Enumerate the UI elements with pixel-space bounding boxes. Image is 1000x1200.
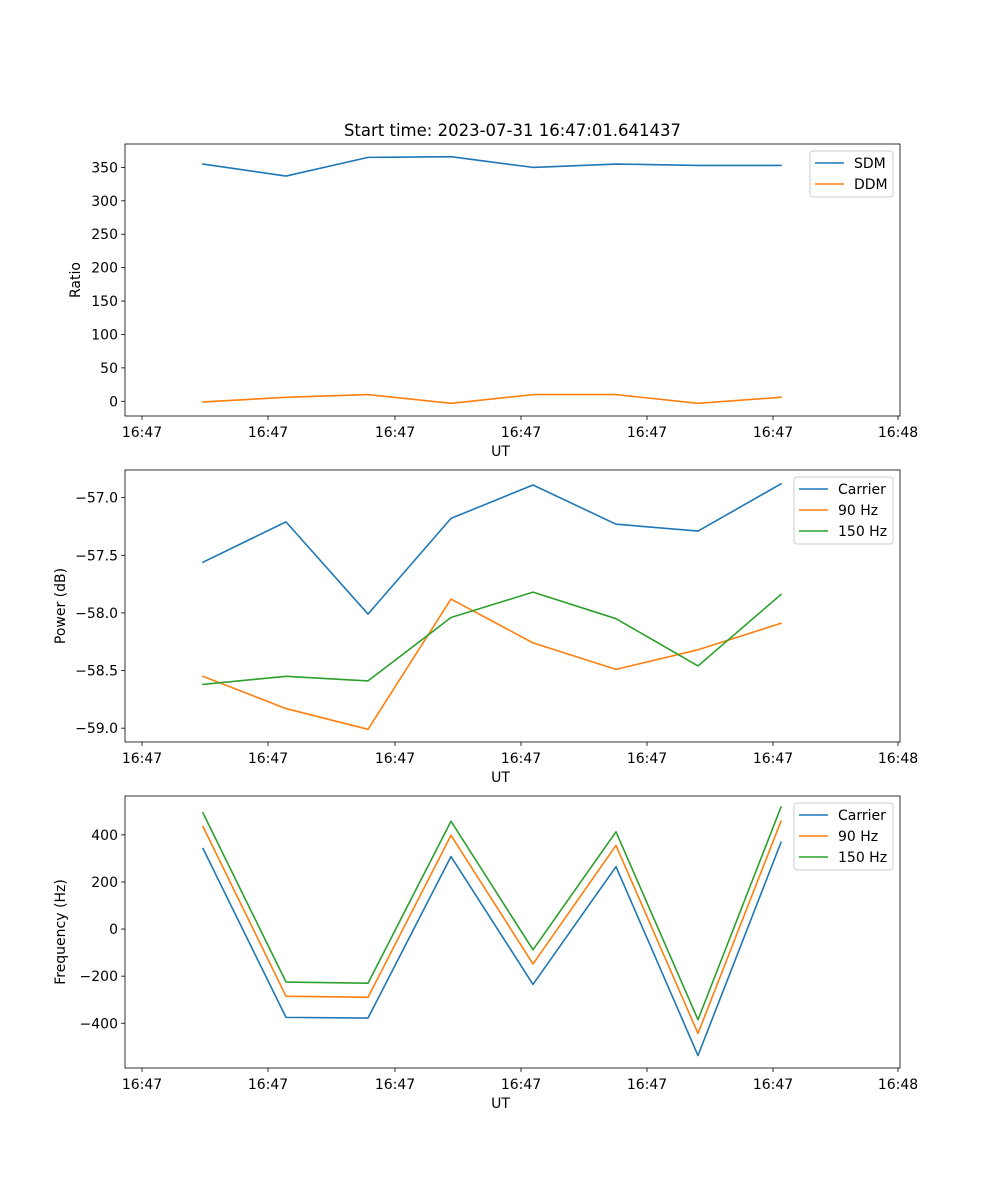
x-tick-label: 16:47 [753,1077,793,1093]
x-tick-label: 16:48 [878,425,918,441]
series-line-carrier [201,841,783,1057]
panel-1: Start time: 2023-07-31 16:47:01.641437 0 5… [68,121,918,460]
y-tick-label: 0 [109,394,118,410]
series-line-150-hz [202,591,783,686]
legend-label: 150 Hz [838,524,887,540]
y-tick-label: −400 [80,1016,118,1032]
y-tick-label: −57.5 [75,548,118,564]
y-tick-label: 300 [91,194,118,210]
x-tick-label: 16:47 [248,1077,288,1093]
y-tick-label: 0 [109,922,118,938]
legend-box [793,802,894,871]
axes-frame [124,795,901,1069]
panel-3: −400 −200 0 200 400 16:47 16:47 16:47 16:47 16:47… [53,795,918,1112]
x-tick-label: 16:47 [627,1077,667,1093]
legend-label: DDM [854,177,888,193]
series-line-90-hz [201,820,783,1035]
series-line-carrier [201,482,783,615]
legend-label: 90 Hz [838,829,878,845]
series-line-sdm [202,155,782,177]
y-tick-label: 100 [91,327,118,343]
y-tick-label: −200 [80,969,118,985]
x-tick-label: 16:47 [122,751,162,767]
y-tick-label: −58.5 [75,664,118,680]
legend-box [793,476,894,545]
x-tick-label: 16:47 [501,425,541,441]
legend-label: 150 Hz [838,850,887,866]
x-axis-label: UT [491,1096,510,1112]
series-line-ddm [202,393,782,405]
series-line-90-hz [201,598,783,731]
y-tick-label: 400 [91,828,118,844]
y-tick-label: 50 [100,361,118,377]
y-tick-label: −59.0 [75,721,118,737]
y-tick-label: −57.0 [75,491,118,507]
x-tick-label: 16:47 [375,751,415,767]
y-tick-label: 200 [91,875,118,891]
legend: SDM DDM [809,150,894,198]
x-tick-label: 16:47 [753,751,793,767]
x-tick-label: 16:47 [375,425,415,441]
y-tick-label: 350 [91,160,118,176]
x-tick-label: 16:47 [627,425,667,441]
legend-label: Carrier [838,808,886,824]
panel-2: −59.0 −58.5 −58.0 −57.5 −57.0 16:47 16:47 16:47… [53,469,918,786]
x-tick-label: 16:47 [248,751,288,767]
y-tick-label: 150 [91,294,118,310]
legend-label: 90 Hz [838,503,878,519]
x-tick-label: 16:47 [122,425,162,441]
chart-title: Start time: 2023-07-31 16:47:01.641437 [344,121,681,140]
y-axis-label: Power (dB) [53,568,69,644]
legend-label: SDM [854,156,886,172]
x-tick-label: 16:47 [753,425,793,441]
legend: Carrier 90 Hz 150 Hz [793,802,894,871]
y-tick-label: 250 [91,227,118,243]
y-tick-label: 200 [91,261,118,277]
x-tick-label: 16:47 [627,751,667,767]
x-tick-label: 16:48 [878,751,918,767]
x-tick-label: 16:47 [248,425,288,441]
x-axis-label: UT [491,444,510,460]
legend: Carrier 90 Hz 150 Hz [793,476,894,545]
y-axis-label: Frequency (Hz) [53,879,69,985]
axes-frame [124,469,901,743]
x-tick-label: 16:47 [501,1077,541,1093]
y-axis-label: Ratio [68,262,84,298]
y-tick-label: −58.0 [75,606,118,622]
series-line-150-hz [201,806,783,1021]
x-tick-label: 16:47 [501,751,541,767]
x-tick-label: 16:47 [122,1077,162,1093]
legend-label: Carrier [838,482,886,498]
x-axis-label: UT [491,770,510,786]
x-tick-label: 16:47 [375,1077,415,1093]
axes-frame [124,143,901,417]
x-tick-label: 16:48 [878,1077,918,1093]
